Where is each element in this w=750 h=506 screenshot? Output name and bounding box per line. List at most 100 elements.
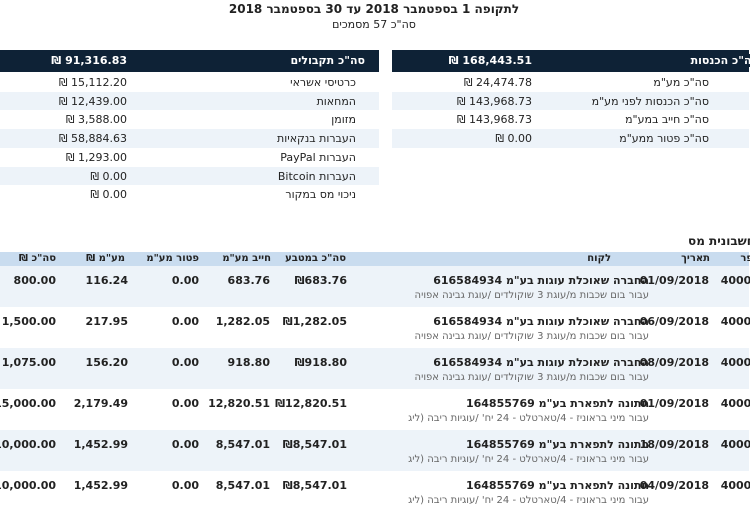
table-header xyxy=(0,252,750,266)
row-amount: 12,439.00 ₪ xyxy=(59,94,128,108)
panel-total: 91,316.83 ₪ xyxy=(52,54,128,67)
cell: ₪8,547.01 xyxy=(283,438,348,451)
cell: 1,500.00 xyxy=(2,315,57,328)
row-bg xyxy=(0,430,750,471)
row-amount: 15,112.20 ₪ xyxy=(59,76,128,89)
cell: 156.20 xyxy=(86,356,129,369)
row-label: סה"כ חייב במע"מ xyxy=(626,113,710,127)
cell: 1,075.00 xyxy=(2,356,57,369)
cell-description: עבור בום שכבות מ/עוגת 3 שוקולדים /עוגת ג… xyxy=(415,331,650,342)
column-header: סה"כ ₪ xyxy=(19,253,57,264)
row-label: סה"כ הכנסות לפני מע"מ xyxy=(592,94,710,108)
cell: חתונה לתפארת בע"מ 164855769 xyxy=(466,397,650,410)
cell: 0.00 xyxy=(172,315,200,328)
cell: 918.80 xyxy=(228,356,271,369)
cell-description: עבור בום שכבות מ/עוגת 3 שוקולדים /עוגת ג… xyxy=(415,290,650,301)
cell: 8,547.01 xyxy=(216,479,271,492)
row-amount: 143,968.73 ₪ xyxy=(457,113,533,127)
row-label: מזומן xyxy=(332,113,357,127)
cell: 15,000.00 xyxy=(0,397,57,410)
cell: החברה שאוכלת עוגות בע"מ 616584934 xyxy=(434,315,650,328)
cell: 0.00 xyxy=(172,479,200,492)
cell: 1,452.99 xyxy=(74,438,129,451)
column-header: תאריך xyxy=(682,253,711,264)
row-label: המחאות xyxy=(317,94,357,108)
row-label: העברות PayPal xyxy=(281,150,357,164)
section-title: חשבונית מס xyxy=(689,234,750,248)
column-header: פטור מע"מ xyxy=(147,253,200,264)
row-bg xyxy=(0,91,380,111)
cell: 8,547.01 xyxy=(216,438,271,451)
row-label: סה"כ מע"מ xyxy=(654,76,710,89)
cell-description: עבור בום שכבות מ/עוגת 3 שוקולדים /עוגת ג… xyxy=(415,372,650,383)
cell: 06/09/2018 xyxy=(640,315,710,328)
cell: חתונה לתפארת בע"מ 164855769 xyxy=(466,438,650,451)
panel-total: 168,443.51 ₪ xyxy=(449,54,533,67)
row-bg xyxy=(0,166,380,186)
column-header: סה"כ במטבע xyxy=(286,253,347,264)
column-header: לקוח xyxy=(588,253,612,264)
cell: 800.00 xyxy=(14,274,57,287)
cell: 0.00 xyxy=(172,274,200,287)
cell: 116.24 xyxy=(86,274,129,287)
panel-title: סה"כ תקבולים xyxy=(291,54,366,67)
cell: 01/09/2018 xyxy=(640,274,710,287)
cell: 0.00 xyxy=(172,397,200,410)
column-header: מספר xyxy=(741,253,750,264)
cell: ₪8,547.01 xyxy=(283,479,348,492)
row-label: סה"כ פטור ממע"מ xyxy=(620,132,710,146)
column-header: חייב מע"מ xyxy=(223,253,272,264)
row-label: ניכוי מס במקור xyxy=(286,188,357,202)
cell: 12,820.51 xyxy=(209,397,271,410)
row-bg xyxy=(0,129,380,148)
cell: 18/09/2018 xyxy=(640,438,710,451)
cell: 01/09/2018 xyxy=(640,397,710,410)
cell: 10,000.00 xyxy=(0,479,57,492)
subtitle: סה"כ 57 מסמכים xyxy=(333,18,417,31)
row-amount: 0.00 ₪ xyxy=(91,188,128,202)
cell: החברה שאוכלת עוגות בע"מ 616584934 xyxy=(434,356,650,369)
cell: ₪683.76 xyxy=(295,274,348,287)
cell-description: עבור מיני בראוניז - 4/טארטלט - 24 יח' /ע… xyxy=(409,454,650,465)
row-label: כרטיסי אשראי xyxy=(291,76,357,89)
cell: 1,452.99 xyxy=(74,479,129,492)
row-amount: 143,968.73 ₪ xyxy=(457,94,533,108)
row-label: העברות Bitcoin xyxy=(278,169,357,183)
row-amount: 3,588.00 ₪ xyxy=(66,113,128,127)
cell: החברה שאוכלת עוגות בע"מ 616584934 xyxy=(434,274,650,287)
cell: 683.76 xyxy=(228,274,271,287)
row-bg xyxy=(393,91,750,111)
panel-title: סה"כ הכנסות xyxy=(691,54,750,67)
cell: 0.00 xyxy=(172,356,200,369)
cell: 2,179.49 xyxy=(74,397,129,410)
row-amount: 0.00 ₪ xyxy=(91,169,128,183)
cell-description: עבור מיני בראוניז - 4/טארטלט - 24 יח' /ע… xyxy=(409,413,650,424)
row-amount: 24,474.78 ₪ xyxy=(464,76,533,89)
row-bg xyxy=(393,129,750,148)
row-amount: 1,293.00 ₪ xyxy=(66,150,128,164)
cell: 0.00 xyxy=(172,438,200,451)
cell: חתונה לתפארת בע"מ 164855769 xyxy=(466,479,650,492)
row-label: העברות בנקאיות xyxy=(278,132,357,146)
row-amount: 0.00 ₪ xyxy=(496,132,533,146)
cell: ₪12,820.51 xyxy=(276,397,348,410)
row-bg xyxy=(0,348,750,389)
title: לתקופה 1 בספטמבר 2018 עד 30 בספטמבר 2018 xyxy=(229,2,521,16)
cell: 08/09/2018 xyxy=(640,356,710,369)
column-header: מע"מ ₪ xyxy=(87,253,126,264)
cell-description: עבור מיני בראוניז - 4/טארטלט - 24 יח' /ע… xyxy=(409,495,650,506)
cell: 217.95 xyxy=(86,315,129,328)
cell: ₪918.80 xyxy=(295,356,348,369)
row-bg xyxy=(0,266,750,307)
cell: 10,000.00 xyxy=(0,438,57,451)
cell: 04/09/2018 xyxy=(640,479,710,492)
cell: 1,282.05 xyxy=(216,315,271,328)
cell: ₪1,282.05 xyxy=(283,315,348,328)
